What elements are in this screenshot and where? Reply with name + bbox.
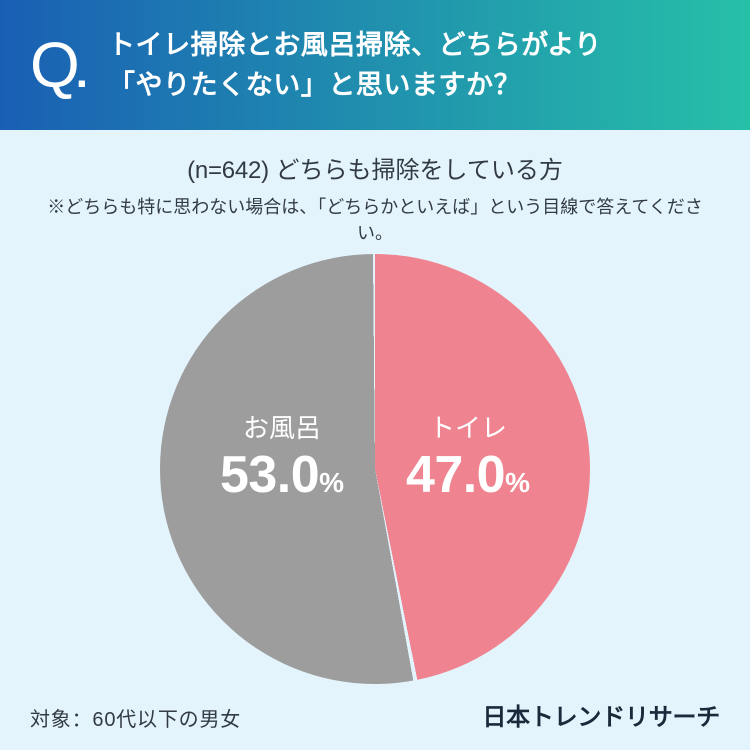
- slice-label-bath: お風呂 53.0%: [220, 414, 344, 506]
- question-line-2: 「やりたくない」と思いますか？: [108, 70, 521, 100]
- brand-text: 日本トレンドリサーチ: [482, 697, 720, 732]
- slice-pct-toilet: %: [505, 467, 530, 498]
- pie-chart: お風呂 53.0% トイレ 47.0%: [160, 254, 590, 684]
- slice-category-bath: お風呂: [220, 414, 344, 444]
- body-area: (n=642) どちらも掃除をしている方 ※どちらも特に思わない場合は、「どちら…: [0, 130, 750, 750]
- q-mark: Q .: [30, 33, 88, 97]
- target-text: 対象：60代以下の男女: [30, 703, 241, 732]
- subtitle: (n=642) どちらも掃除をしている方: [30, 150, 720, 185]
- sample-size: (n=642): [187, 157, 269, 184]
- q-glyph: Q: [30, 33, 80, 97]
- footer: 対象：60代以下の男女 日本トレンドリサーチ: [30, 697, 720, 732]
- slice-label-toilet: トイレ 47.0%: [406, 414, 530, 506]
- question-line-1: トイレ掃除とお風呂掃除、どちらがより: [108, 30, 602, 60]
- note-text: ※どちらも特に思わない場合は、「どちらかといえば」という目線で答えてください。: [30, 193, 720, 245]
- slice-category-toilet: トイレ: [406, 414, 530, 444]
- slice-value-toilet: 47.0: [406, 446, 505, 504]
- sample-suffix: どちらも掃除をしている方: [269, 157, 563, 184]
- slice-value-bath: 53.0: [220, 446, 319, 504]
- question-header: Q . トイレ掃除とお風呂掃除、どちらがより 「やりたくない」と思いますか？: [0, 0, 750, 130]
- question-text: トイレ掃除とお風呂掃除、どちらがより 「やりたくない」と思いますか？: [108, 25, 602, 106]
- q-dot: .: [76, 51, 88, 95]
- chart-container: お風呂 53.0% トイレ 47.0%: [30, 245, 720, 693]
- slice-pct-bath: %: [319, 467, 344, 498]
